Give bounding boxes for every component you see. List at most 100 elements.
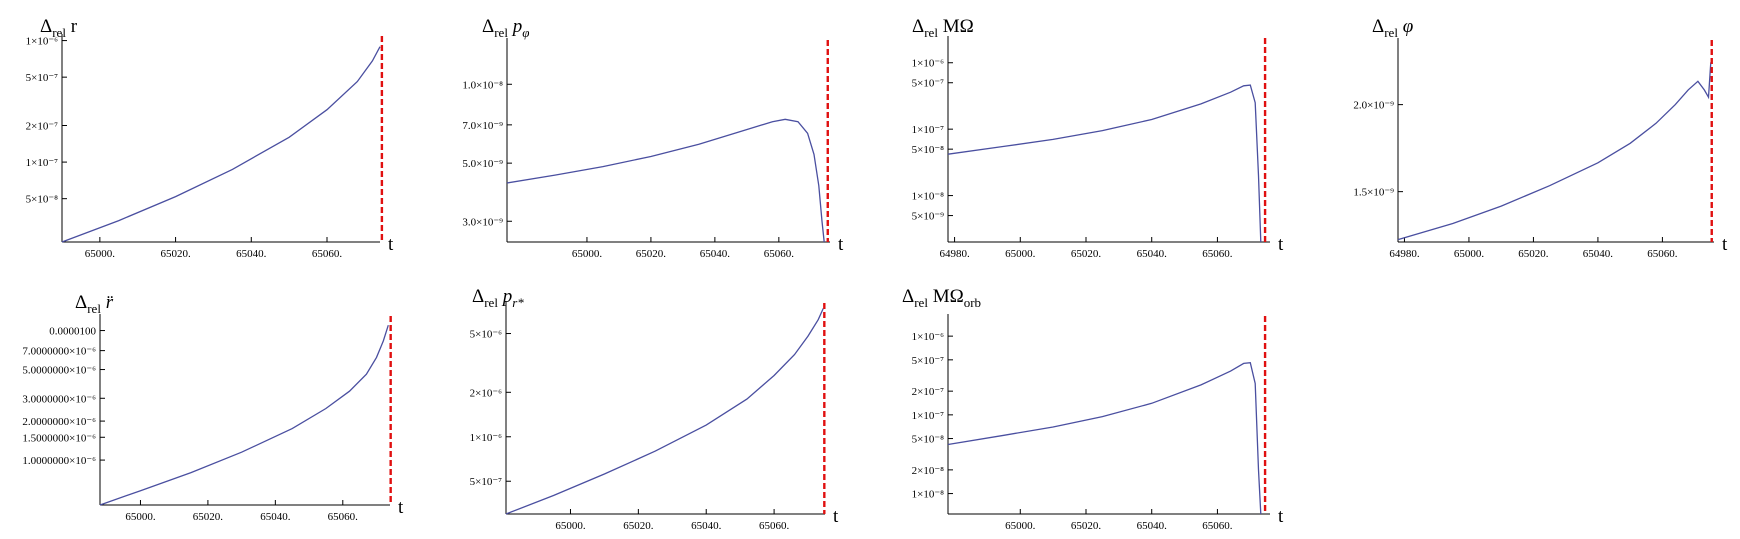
y-tick-label: 1×10⁻⁶ bbox=[912, 58, 945, 70]
x-tick-label: 65000. bbox=[125, 511, 156, 523]
x-tick-label: 65040. bbox=[691, 520, 722, 532]
title-rel-sub: rel bbox=[484, 295, 498, 310]
title-rel-sub: rel bbox=[87, 301, 101, 316]
title-delta: Δ bbox=[482, 16, 494, 37]
chart-title: Δrel pφ bbox=[482, 16, 529, 40]
x-tick-label: 65000. bbox=[1005, 248, 1036, 260]
chart-panel-3: Δrel MΩ t 64980. 65000. 65020. 65040. 65060. 5×… bbox=[912, 16, 1284, 260]
x-tick-label: 64980. bbox=[1389, 248, 1420, 260]
title-quantity-sub: φ bbox=[522, 25, 529, 40]
title-delta: Δ bbox=[902, 286, 914, 307]
x-tick-label: 65000. bbox=[1454, 248, 1485, 260]
y-tick-label: 5.0×10⁻⁹ bbox=[462, 158, 503, 170]
y-tick-label: 2×10⁻⁸ bbox=[912, 465, 945, 477]
y-tick-label: 1.0×10⁻⁸ bbox=[462, 79, 503, 91]
title-quantity-sub: r* bbox=[512, 295, 524, 310]
chart-title: Δrel r bbox=[40, 16, 78, 40]
y-tick-label: 1.5000000×10⁻⁶ bbox=[22, 432, 96, 444]
y-tick-label: 1×10⁻⁶ bbox=[912, 331, 945, 343]
title-rel-sub: rel bbox=[924, 25, 938, 40]
x-tick-label: 65060. bbox=[328, 511, 359, 523]
y-tick-label: 5×10⁻⁷ bbox=[26, 72, 59, 84]
data-series-line bbox=[61, 46, 381, 243]
y-tick-label: 1.0000000×10⁻⁶ bbox=[22, 455, 96, 467]
y-tick-label: 2×10⁻⁶ bbox=[470, 387, 503, 399]
y-tick-label: 5×10⁻⁸ bbox=[912, 434, 945, 446]
title-delta: Δ bbox=[472, 286, 484, 307]
data-series-line bbox=[947, 361, 1262, 515]
title-rel-sub: rel bbox=[494, 25, 508, 40]
title-rel-sub: rel bbox=[1384, 25, 1398, 40]
x-tick-label: 65000. bbox=[1005, 520, 1036, 532]
chart-title: Δrel pr* bbox=[472, 286, 524, 310]
x-axis-label: t bbox=[833, 506, 839, 527]
chart-panel-5: Δrel r̈ t 65000. 65020. 65040. 65060. 1.000000… bbox=[22, 292, 404, 523]
y-tick-label: 7.0×10⁻⁹ bbox=[462, 120, 503, 132]
x-tick-label: 65000. bbox=[85, 248, 116, 260]
title-delta: Δ bbox=[75, 292, 87, 313]
y-tick-label: 7.0000000×10⁻⁶ bbox=[22, 346, 96, 358]
x-tick-label: 64980. bbox=[939, 248, 970, 260]
chart-title: Δrel φ bbox=[1372, 16, 1413, 40]
title-delta: Δ bbox=[40, 16, 52, 37]
x-axis-label: t bbox=[838, 234, 844, 255]
x-axis-label: t bbox=[388, 234, 394, 255]
y-tick-label: 1×10⁻⁶ bbox=[26, 36, 59, 48]
y-tick-label: 2.0000000×10⁻⁶ bbox=[22, 416, 96, 428]
x-axis-label: t bbox=[1722, 234, 1728, 255]
x-tick-label: 65040. bbox=[260, 511, 291, 523]
y-tick-label: 5×10⁻⁷ bbox=[912, 78, 945, 90]
chart-title: Δrel MΩorb bbox=[902, 286, 981, 310]
data-series-line bbox=[1397, 62, 1712, 241]
y-tick-label: 1×10⁻⁸ bbox=[912, 191, 945, 203]
x-tick-label: 65040. bbox=[236, 248, 267, 260]
y-tick-label: 2×10⁻⁷ bbox=[912, 386, 945, 398]
y-tick-label: 2×10⁻⁷ bbox=[26, 121, 59, 133]
x-tick-label: 65020. bbox=[1071, 248, 1102, 260]
x-tick-label: 65000. bbox=[555, 520, 586, 532]
x-tick-label: 65020. bbox=[636, 248, 667, 260]
title-quantity: φ bbox=[1398, 16, 1413, 37]
y-tick-label: 5×10⁻⁹ bbox=[912, 211, 945, 223]
title-delta: Δ bbox=[1372, 16, 1384, 37]
x-tick-label: 65000. bbox=[572, 248, 603, 260]
y-tick-label: 5×10⁻⁸ bbox=[26, 194, 59, 206]
title-rel-sub: rel bbox=[52, 25, 66, 40]
title-delta: Δ bbox=[912, 16, 924, 37]
x-tick-label: 65040. bbox=[1583, 248, 1614, 260]
x-tick-label: 65060. bbox=[1647, 248, 1678, 260]
y-tick-label: 1×10⁻⁷ bbox=[26, 157, 59, 169]
chart-panel-4: Δrel φ t 64980. 65000. 65020. 65040. 65060. 1.5… bbox=[1353, 16, 1728, 260]
x-tick-label: 65020. bbox=[1071, 520, 1102, 532]
y-tick-label: 1.5×10⁻⁹ bbox=[1353, 187, 1394, 199]
x-tick-label: 65020. bbox=[160, 248, 191, 260]
title-quantity: r̈ bbox=[101, 292, 114, 313]
title-rel-sub: rel bbox=[914, 295, 928, 310]
y-tick-label: 5.0000000×10⁻⁶ bbox=[22, 365, 96, 377]
chart-title: Δrel MΩ bbox=[912, 16, 974, 40]
x-tick-label: 65020. bbox=[193, 511, 224, 523]
y-tick-label: 3.0×10⁻⁹ bbox=[462, 216, 503, 228]
y-tick-label: 5×10⁻⁷ bbox=[912, 355, 945, 367]
chart-panel-2: Δrel pφ t 65000. 65020. 65040. 65060. 3.0×10⁻⁹… bbox=[462, 16, 844, 260]
x-tick-label: 65040. bbox=[1137, 248, 1168, 260]
title-quantity-sub: orb bbox=[964, 295, 981, 310]
data-series-line bbox=[947, 84, 1262, 243]
chart-title: Δrel r̈ bbox=[75, 292, 114, 316]
x-tick-label: 65020. bbox=[623, 520, 654, 532]
y-tick-label: 1×10⁻⁷ bbox=[912, 410, 945, 422]
y-tick-label: 5×10⁻⁶ bbox=[470, 329, 503, 341]
title-quantity: p bbox=[508, 16, 522, 37]
x-axis-label: t bbox=[1278, 506, 1284, 527]
y-tick-label: 0.0000100 bbox=[49, 326, 96, 338]
y-tick-label: 5×10⁻⁸ bbox=[912, 144, 945, 156]
x-tick-label: 65060. bbox=[759, 520, 790, 532]
x-tick-label: 65060. bbox=[1202, 248, 1233, 260]
title-quantity: p bbox=[498, 286, 512, 307]
data-series-line bbox=[505, 308, 824, 515]
title-quantity: MΩ bbox=[938, 16, 974, 37]
y-tick-label: 5×10⁻⁷ bbox=[470, 476, 503, 488]
data-series-line bbox=[99, 325, 389, 506]
x-tick-label: 65040. bbox=[700, 248, 731, 260]
